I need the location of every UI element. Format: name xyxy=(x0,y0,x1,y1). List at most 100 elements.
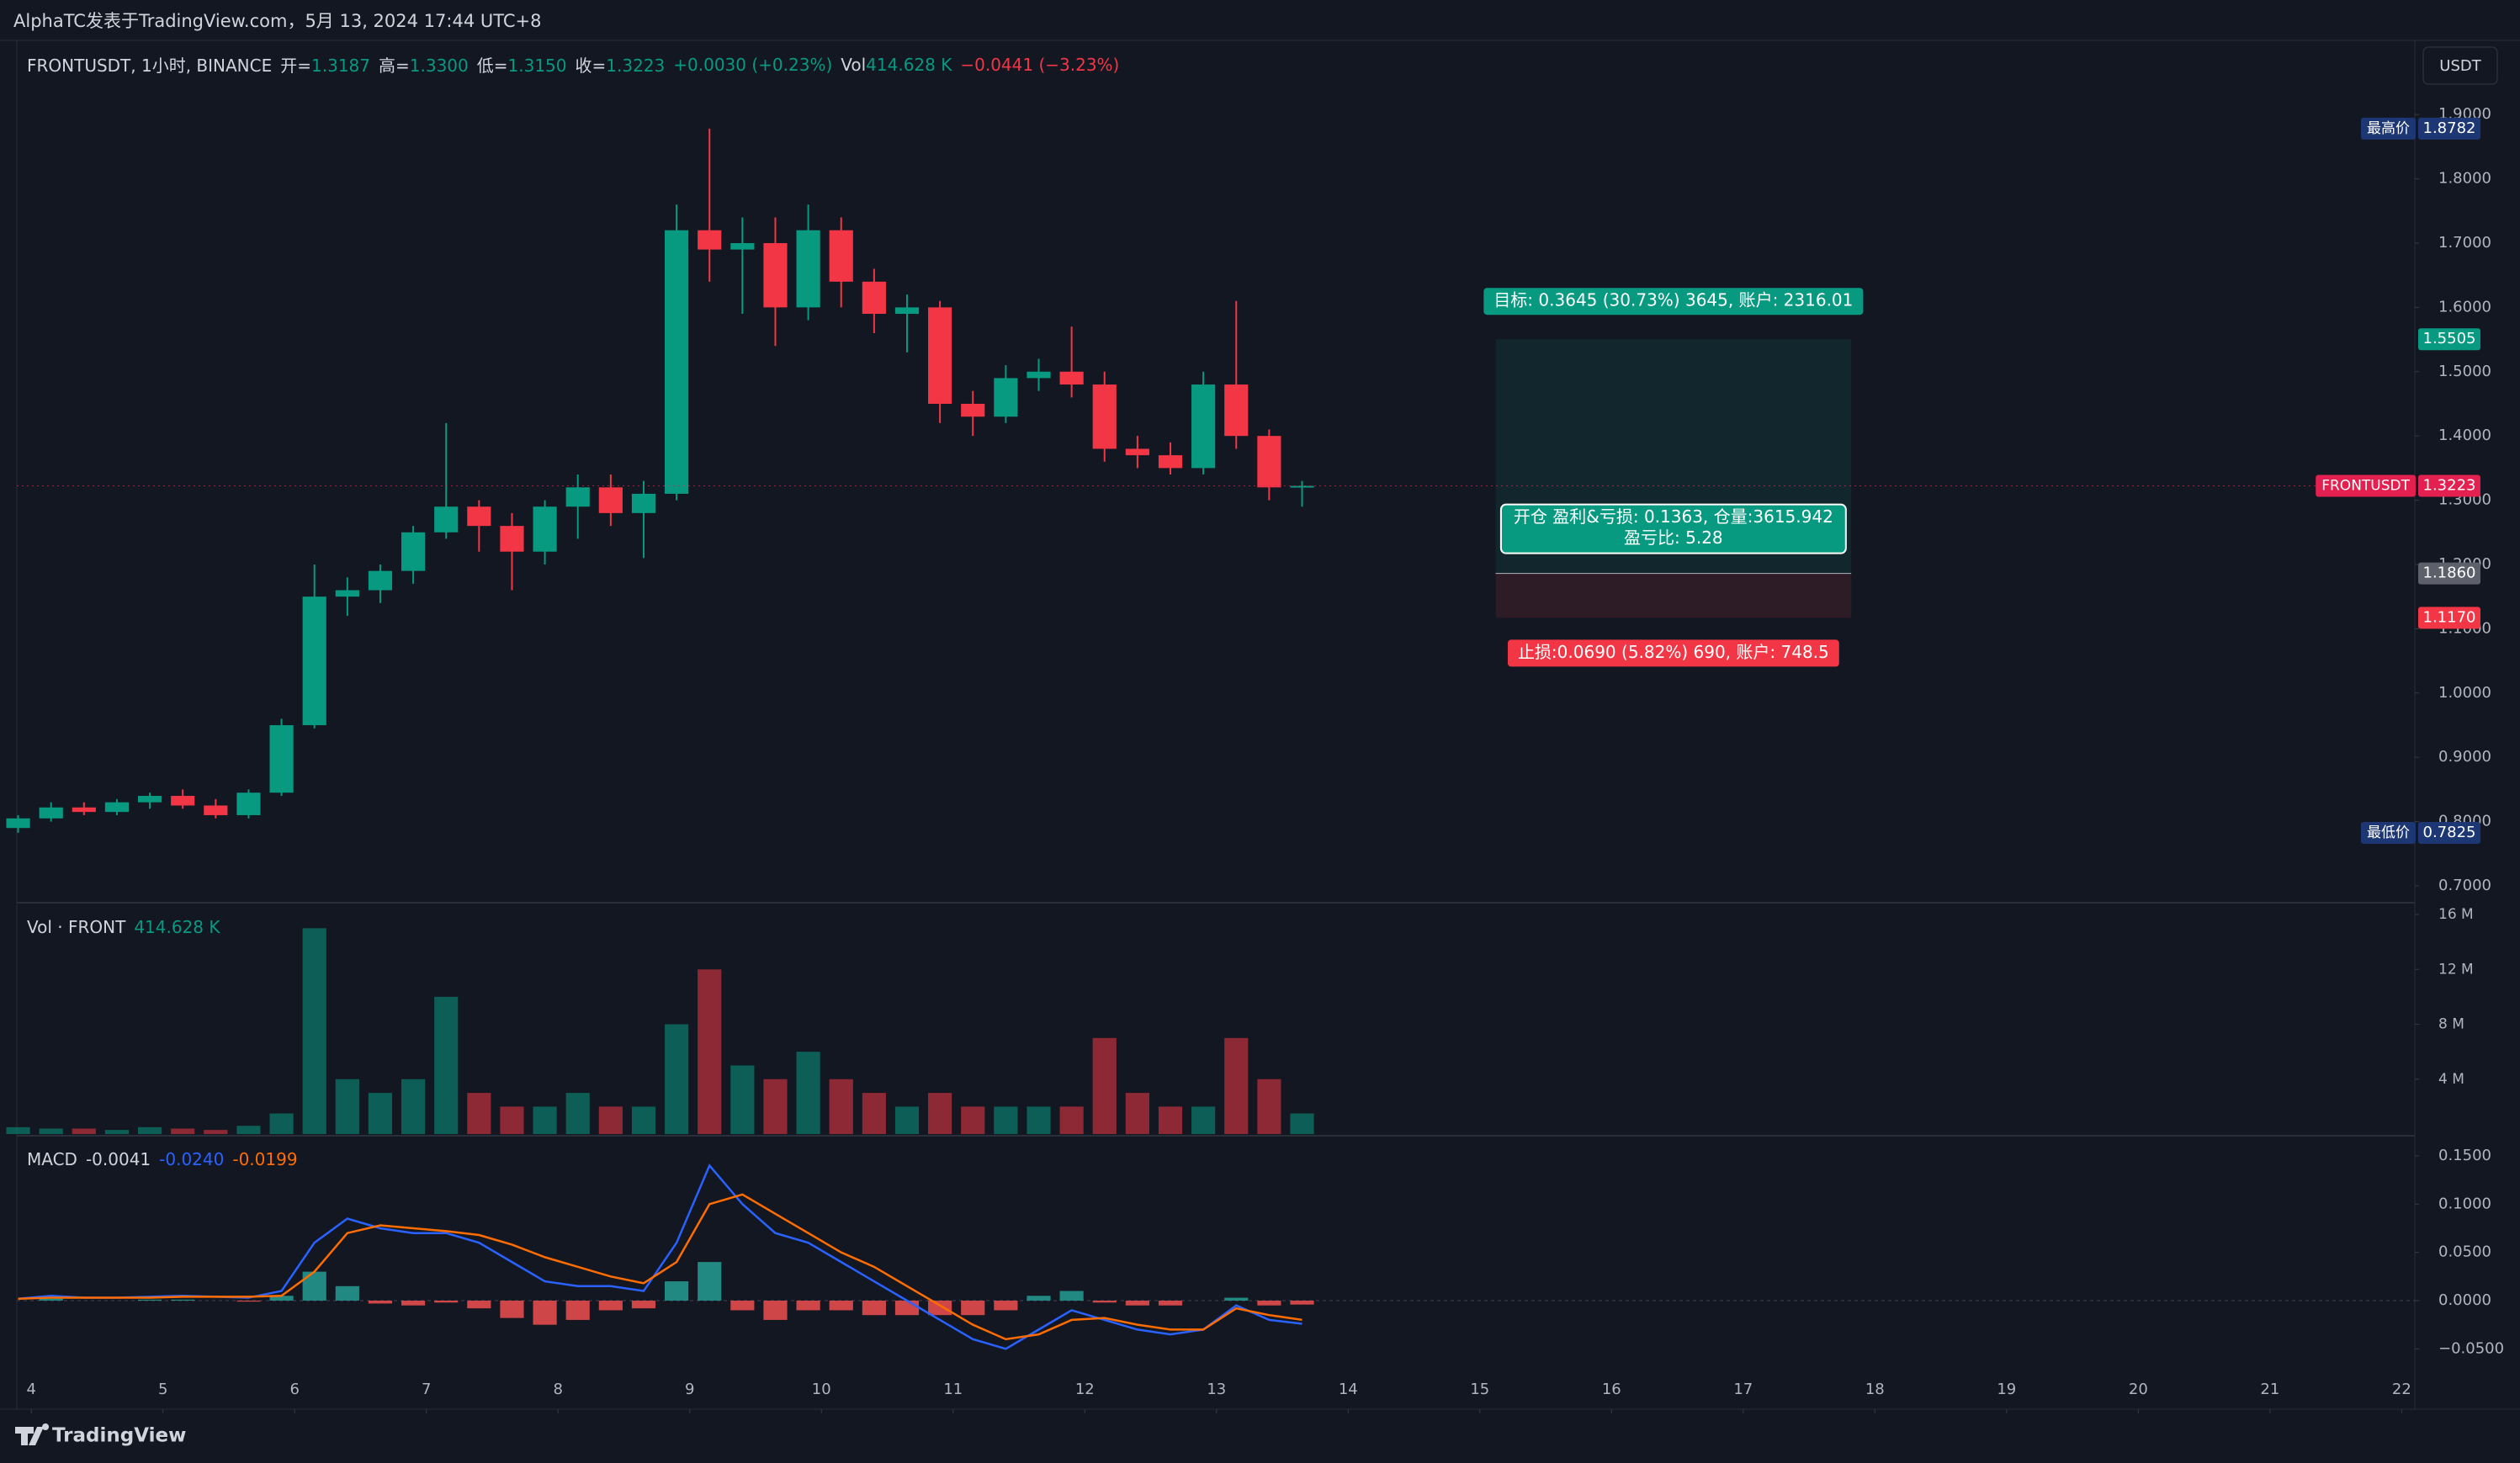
price-name-badge xyxy=(2361,821,2416,844)
candle-body xyxy=(1290,485,1314,488)
y-tick-label: −0.0500 xyxy=(2438,1339,2504,1357)
volume-bar xyxy=(1092,1037,1117,1134)
candle-body xyxy=(1125,448,1149,456)
x-tick-label: 13 xyxy=(1207,1381,1226,1398)
macd-histogram-bar xyxy=(500,1300,524,1318)
volume-bar xyxy=(1257,1079,1281,1134)
ohlc-value: 1.3150 xyxy=(507,56,567,76)
macd-histogram-bar xyxy=(1158,1300,1183,1306)
macd-histogram-bar xyxy=(665,1281,689,1301)
x-tick-label: 4 xyxy=(26,1381,35,1398)
volume-bar xyxy=(1191,1106,1216,1134)
candle-body xyxy=(39,807,63,819)
vol-value: 414.628 K xyxy=(866,54,952,75)
ohlc-value: 1.3187 xyxy=(311,56,370,76)
macd-histogram-bar xyxy=(1224,1297,1249,1301)
candle-body xyxy=(137,796,162,803)
ohlc-item: 开=1.3187 xyxy=(280,52,370,77)
x-tick-label: 14 xyxy=(1339,1381,1358,1398)
macd-histogram-bar xyxy=(171,1299,195,1301)
price-name-badge xyxy=(2316,474,2416,497)
target-label-box xyxy=(1483,288,1864,315)
price-badge xyxy=(2418,328,2480,351)
currency-label: USDT xyxy=(2439,57,2481,75)
volume-legend: Vol · FRONT 414.628 K xyxy=(27,917,220,937)
price-badge xyxy=(2418,117,2480,140)
macd-histogram-bar xyxy=(730,1300,755,1311)
volume-bar xyxy=(730,1065,755,1134)
target-label: 目标: 0.3645 (30.73%) 3645, 账户: 2316.01 xyxy=(1483,288,1864,315)
candle-body xyxy=(1191,384,1216,469)
candle-body xyxy=(302,596,326,725)
x-tick-label: 9 xyxy=(685,1381,694,1398)
volume-bar xyxy=(829,1079,853,1134)
y-tick-label: 0.7000 xyxy=(2438,877,2491,894)
price-name-text: 最高价 xyxy=(2367,120,2410,137)
macd-histogram-bar xyxy=(598,1300,623,1311)
volume-bar xyxy=(39,1128,63,1134)
stop-label-box xyxy=(1507,639,1839,667)
x-tick-label: 5 xyxy=(158,1381,167,1398)
vol-label: Vol xyxy=(841,54,867,75)
price-badge-text: 1.8782 xyxy=(2423,119,2476,137)
ohlc-item: 低=1.3150 xyxy=(477,52,567,77)
price-badge-text: 1.3223 xyxy=(2423,477,2476,495)
vol-change: −0.0441 (−3.23%) xyxy=(960,54,1120,75)
macd-histogram-bar xyxy=(1092,1300,1117,1303)
main-legend: FRONTUSDT, 1小时, BINANCE 开=1.3187 高=1.3300… xyxy=(27,52,1119,77)
stop-label: 止损:0.0690 (5.82%) 690, 账户: 748.5 xyxy=(1507,639,1839,667)
loss-zone xyxy=(1495,573,1852,618)
volume-bar xyxy=(928,1093,952,1134)
macd-histogram-bar xyxy=(434,1300,459,1303)
candle-body xyxy=(1224,384,1249,437)
volume-bar xyxy=(1125,1093,1149,1134)
macd-histogram-bar xyxy=(862,1300,886,1316)
macd-histogram-bar xyxy=(928,1300,952,1316)
macd-histogram-bar xyxy=(302,1271,326,1301)
macd-values: -0.0041 -0.0240 -0.0199 xyxy=(86,1149,298,1169)
volume-bar xyxy=(137,1126,162,1134)
volume-value: 414.628 K xyxy=(134,917,220,937)
y-tick-label: 4 M xyxy=(2438,1071,2464,1088)
volume-bar xyxy=(434,996,459,1134)
candle-body xyxy=(269,724,294,793)
candle-body xyxy=(598,487,623,513)
volume-bar xyxy=(302,928,326,1134)
entry-label-box xyxy=(1499,503,1847,554)
ohlc-value: 1.3223 xyxy=(606,56,666,76)
x-tick-label: 12 xyxy=(1075,1381,1095,1398)
volume-bar xyxy=(104,1130,130,1134)
symbol: FRONTUSDT, 1小时, BINANCE xyxy=(27,56,273,76)
candle-body xyxy=(1092,384,1117,449)
y-tick-label: 0.1000 xyxy=(2438,1195,2491,1212)
volume-bar xyxy=(236,1126,261,1134)
macd-legend: MACD -0.0041 -0.0240 -0.0199 xyxy=(27,1149,298,1169)
footer-brand: TradingView xyxy=(52,1425,186,1447)
y-tick-label: 8 M xyxy=(2438,1016,2464,1033)
macd-histogram-bar xyxy=(565,1300,590,1320)
candle-body xyxy=(434,506,459,533)
currency-button[interactable] xyxy=(2422,46,2498,85)
y-tick-label: 1.5000 xyxy=(2438,363,2491,380)
volume-bar xyxy=(763,1079,788,1134)
candle-body xyxy=(335,590,359,597)
macd-histogram-bar xyxy=(1257,1300,1281,1306)
macd-histogram-bar xyxy=(1125,1300,1149,1306)
ohlc-item: 高=1.3300 xyxy=(379,52,469,77)
volume-bar xyxy=(500,1106,524,1134)
price-badge xyxy=(2418,821,2480,844)
volume-bar xyxy=(1059,1106,1084,1134)
volume-bar xyxy=(1158,1106,1183,1134)
macd-legend-value: -0.0041 xyxy=(85,1149,151,1169)
candle-body xyxy=(796,230,820,308)
macd-histogram-bar xyxy=(894,1300,920,1316)
ohlc-label: 收= xyxy=(575,56,607,76)
ohlc-values: 开=1.3187 高=1.3300 低=1.3150 收=1.3223 xyxy=(280,52,665,77)
macd-histogram-bar xyxy=(335,1285,359,1301)
candle-body xyxy=(961,403,985,417)
candle-body xyxy=(6,818,30,829)
candle-body xyxy=(204,805,228,815)
candle-body xyxy=(631,493,656,513)
candle-body xyxy=(565,487,590,507)
candle-body xyxy=(994,378,1018,417)
